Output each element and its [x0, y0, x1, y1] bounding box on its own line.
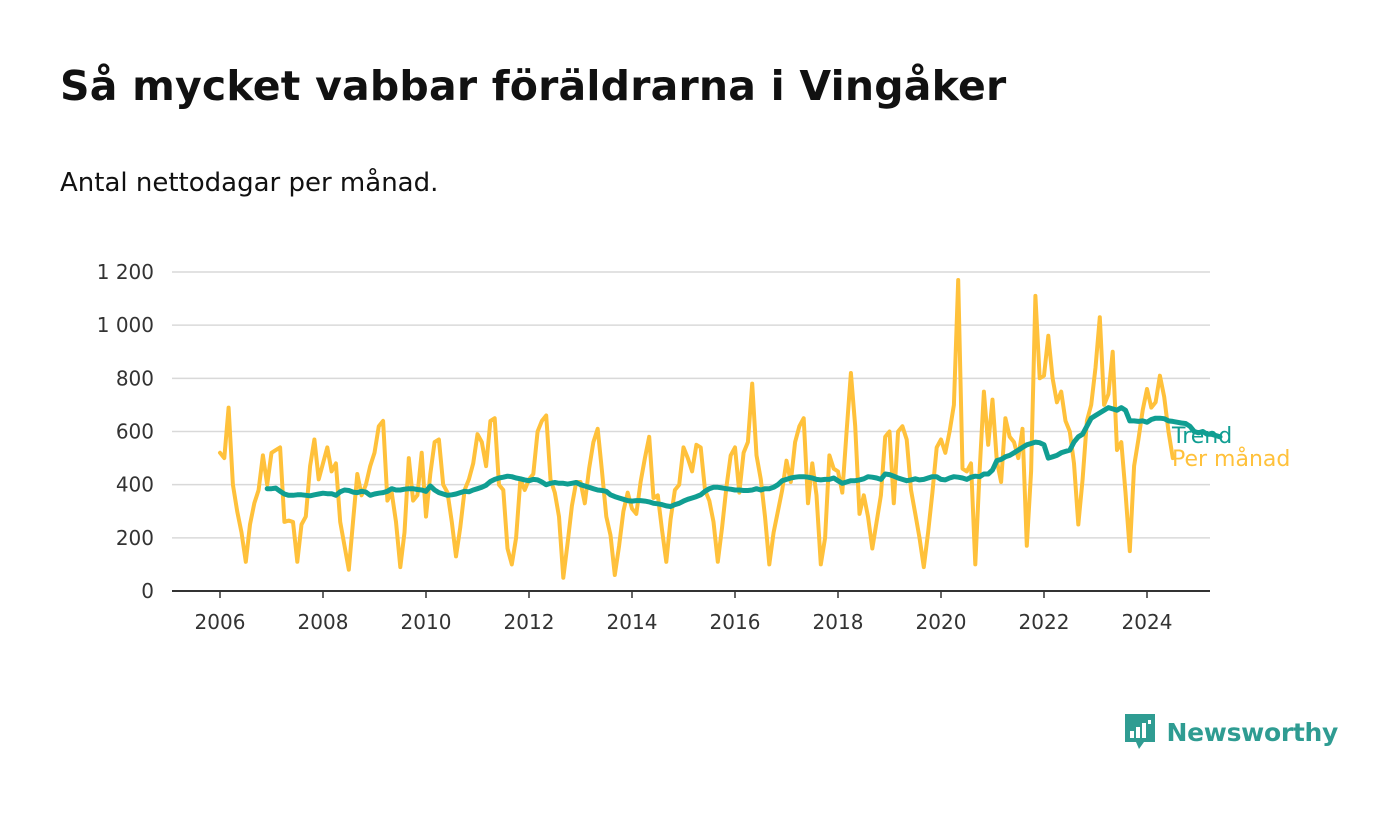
bar-chart-badge-icon — [1124, 714, 1155, 749]
newsworthy-logo: Newsworthy — [1123, 712, 1339, 752]
x-tick-label: 2012 — [504, 610, 555, 634]
y-tick-label: 0 — [141, 579, 154, 603]
x-tick-label: 2024 — [1122, 610, 1173, 634]
y-tick-label: 1 000 — [97, 313, 154, 337]
logo-text: Newsworthy — [1166, 717, 1339, 747]
trend-series-label: Trend — [1171, 424, 1232, 449]
trend-line — [264, 405, 1223, 509]
x-tick-label: 2020 — [916, 610, 967, 634]
x-tick-label: 2018 — [813, 610, 864, 634]
y-tick-label: 400 — [116, 473, 154, 497]
series-lines — [218, 278, 1223, 580]
chart-subtitle: Antal nettodagar per månad. — [60, 168, 439, 198]
monthly-line — [218, 278, 1175, 580]
x-axis: 2006 2008 2010 2012 2014 2016 2018 2020 2022 2024 — [172, 590, 1210, 634]
x-tick-label: 2008 — [298, 610, 349, 634]
y-tick-label: 200 — [116, 526, 154, 550]
x-tick-label: 2006 — [195, 610, 246, 634]
y-tick-label: 600 — [116, 420, 154, 444]
x-tick-label: 2014 — [607, 610, 658, 634]
x-tick-label: 2010 — [401, 610, 452, 634]
x-tick-label: 2016 — [710, 610, 761, 634]
y-tick-label: 1 200 — [97, 260, 154, 284]
y-axis-tick-labels: 0 200 400 600 800 1 000 1 200 — [97, 260, 154, 603]
x-tick-label: 2022 — [1019, 610, 1070, 634]
chart-title: Så mycket vabbar föräldrarna i Vingåker — [60, 62, 1007, 110]
y-tick-label: 800 — [116, 366, 154, 390]
monthly-series-label: Per månad — [1172, 446, 1290, 472]
